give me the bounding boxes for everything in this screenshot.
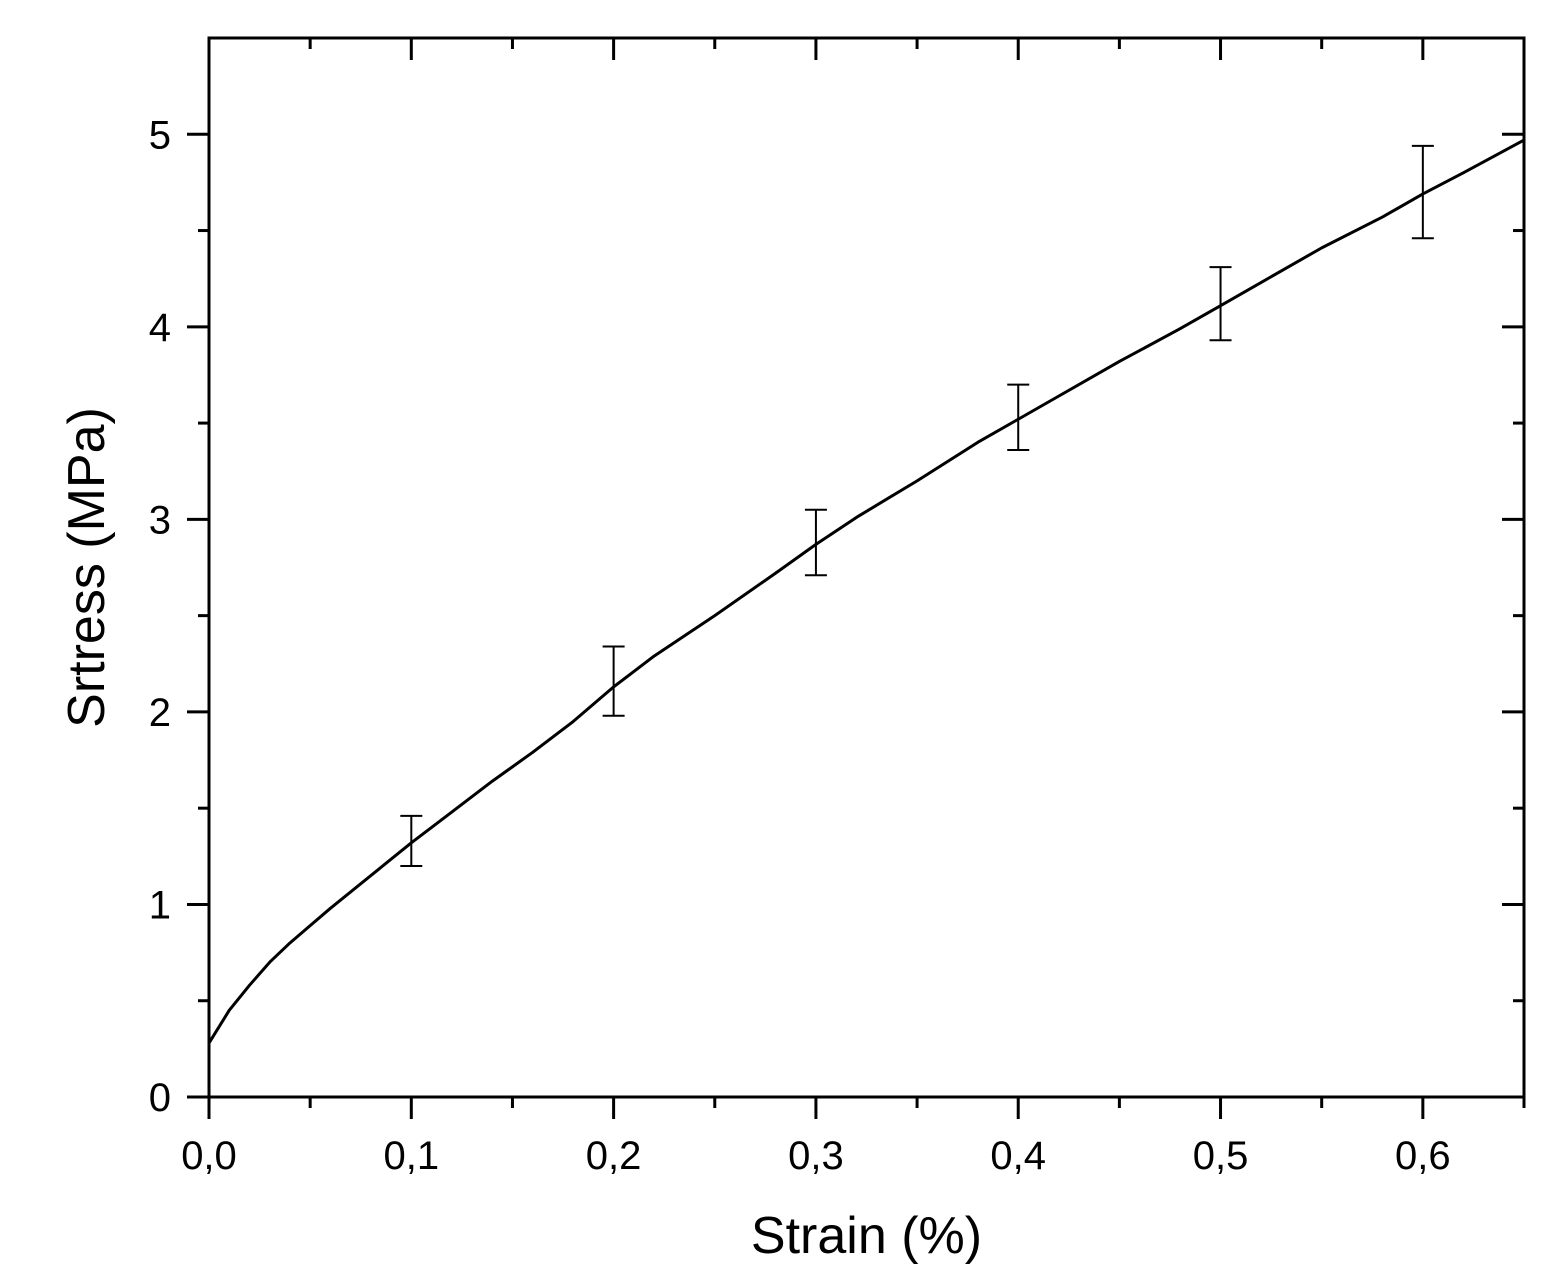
x-axis-title: Strain (%) bbox=[751, 1207, 982, 1265]
y-tick-label: 3 bbox=[149, 498, 171, 542]
x-tick-label: 0,2 bbox=[586, 1134, 642, 1178]
x-tick-label: 0,4 bbox=[990, 1134, 1046, 1178]
x-tick-label: 0,3 bbox=[788, 1134, 844, 1178]
y-tick-label: 4 bbox=[149, 306, 171, 350]
x-tick-label: 0,1 bbox=[384, 1134, 440, 1178]
error-bar bbox=[804, 508, 827, 577]
stress-strain-line bbox=[207, 138, 1526, 1045]
x-tick-label: 0,0 bbox=[181, 1134, 237, 1178]
axis-ticks bbox=[187, 38, 1526, 1119]
error-bars bbox=[400, 144, 1434, 867]
x-tick-label: 0,6 bbox=[1395, 1134, 1451, 1178]
error-bar bbox=[1007, 383, 1030, 452]
y-axis-title: Srtress (MPa) bbox=[58, 407, 116, 728]
error-bar bbox=[602, 645, 625, 717]
y-tick-label: 2 bbox=[149, 691, 171, 735]
x-tick-label: 0,5 bbox=[1193, 1134, 1249, 1178]
y-tick-label: 0 bbox=[149, 1076, 171, 1120]
x-tick-labels: 0,0 0,1 0,2 0,3 0,4 0,5 0,6 bbox=[181, 1134, 1450, 1178]
y-tick-label: 1 bbox=[149, 883, 171, 927]
y-tick-label: 5 bbox=[149, 113, 171, 157]
error-bar bbox=[400, 814, 423, 867]
plot-frame bbox=[207, 36, 1526, 1099]
y-tick-labels: 0 1 2 3 4 5 bbox=[149, 113, 171, 1120]
error-bar bbox=[1209, 266, 1232, 342]
error-bar bbox=[1411, 144, 1434, 240]
